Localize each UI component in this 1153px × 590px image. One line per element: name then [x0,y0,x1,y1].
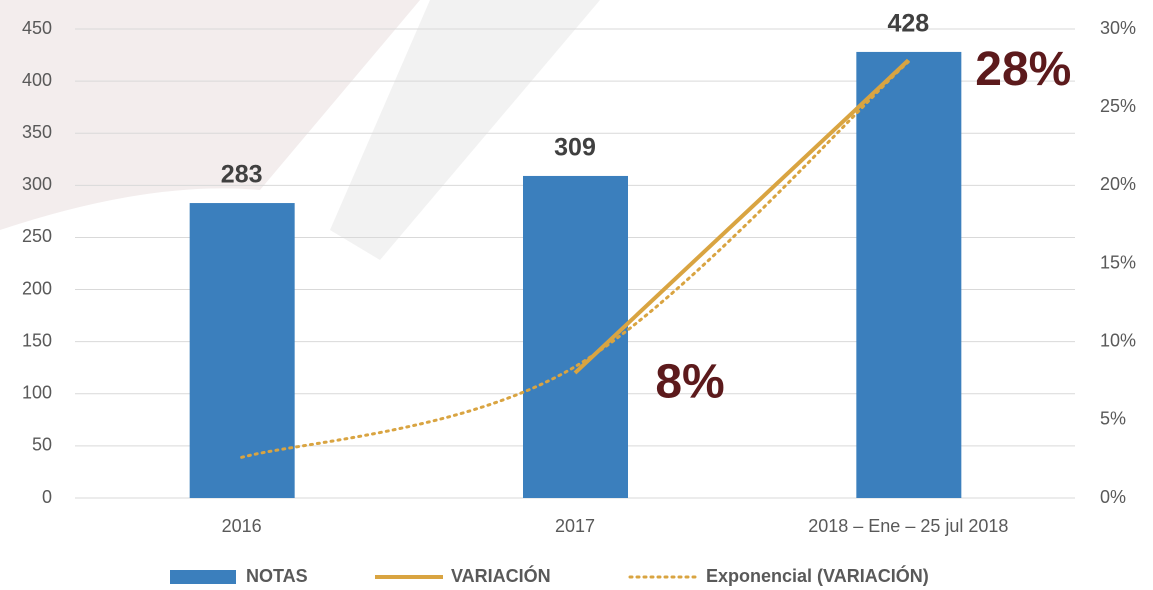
y2-tick-label: 5% [1100,409,1126,429]
bar [856,52,961,498]
y2-tick-label: 20% [1100,174,1136,194]
legend-swatch [170,570,236,584]
y2-tick-label: 30% [1100,18,1136,38]
y-tick-label: 250 [22,226,52,246]
bar-value-label: 428 [887,10,929,38]
y-tick-label: 300 [22,174,52,194]
y2-tick-label: 15% [1100,252,1136,272]
legend-label: VARIACIÓN [451,565,551,586]
chart: 0 50 100 150 200 250 300 350 400 450 0% 5% 10% 15% 20%… [0,0,1153,590]
line-value-label: 28% [975,43,1071,96]
y-tick-label: 450 [22,18,52,38]
y2-tick-label: 0% [1100,487,1126,507]
x-tick-label: 2018 – Ene – 25 jul 2018 [808,516,1008,536]
y-tick-label: 200 [22,278,52,298]
y-tick-label: 350 [22,122,52,142]
y-tick-label: 400 [22,70,52,90]
x-tick-label: 2017 [555,516,595,536]
legend-label: NOTAS [246,566,308,586]
y-tick-label: 0 [42,487,52,507]
bar [190,203,295,498]
y-tick-label: 100 [22,383,52,403]
bar-value-label: 283 [221,161,263,189]
line-value-label: 8% [655,356,724,409]
legend-label: Exponencial (VARIACIÓN) [706,565,929,586]
x-tick-label: 2016 [222,516,262,536]
bar-value-label: 309 [554,134,596,162]
y2-tick-label: 10% [1100,330,1136,350]
y-tick-label: 150 [22,330,52,350]
y-tick-label: 50 [32,435,52,455]
y2-tick-label: 25% [1100,96,1136,116]
